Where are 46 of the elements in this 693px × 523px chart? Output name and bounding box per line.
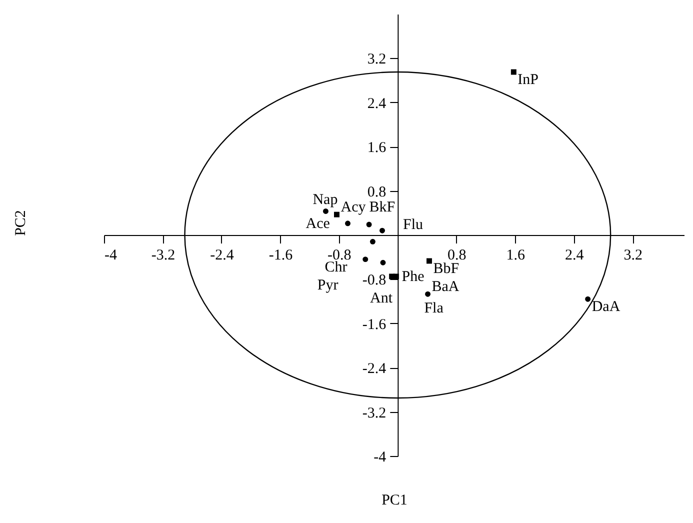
x-tick-label: 1.6	[506, 248, 526, 264]
point	[334, 212, 340, 218]
annotation: BaA	[432, 279, 460, 296]
y-tick-label: 3.2	[367, 52, 386, 68]
point	[380, 260, 386, 266]
point	[426, 258, 432, 264]
point	[345, 220, 350, 226]
y-tick-label: -4	[374, 450, 387, 466]
x-tick-label: 2.4	[565, 248, 584, 264]
x-tick-label: -1.6	[268, 248, 294, 264]
point	[585, 296, 591, 302]
annotation: Phe	[402, 268, 425, 285]
y-tick-label: -2.4	[362, 361, 387, 378]
annotation: Acy	[340, 200, 366, 216]
y-tick-label: -1.6	[362, 316, 387, 333]
point	[362, 256, 368, 262]
x-tick-label: 3.2	[624, 248, 642, 264]
point	[380, 228, 385, 234]
y-tick-label: 2.4	[367, 96, 387, 112]
y-tick-label: 0.8	[367, 184, 386, 200]
y-tick-label: -0.8	[362, 272, 386, 289]
annotation: Fla	[424, 300, 444, 316]
annotation: Ant	[370, 290, 394, 307]
x-tick-label: -4	[104, 248, 118, 264]
x-axis-title: PC1	[382, 492, 408, 508]
x-tick-label: -2.4	[210, 248, 234, 264]
annotation: DaA	[592, 299, 620, 316]
x-tick-label: 0.8	[448, 248, 466, 264]
point	[510, 69, 516, 75]
point	[322, 208, 328, 214]
annotation: InP	[518, 72, 539, 88]
y-tick-label: -3.2	[362, 405, 386, 422]
annotation: Nap	[312, 192, 338, 208]
point	[393, 274, 399, 280]
annotation: BkF	[369, 200, 396, 216]
y-tick-label: 1.6	[367, 140, 387, 156]
annotation: BbF	[433, 260, 460, 277]
point	[425, 291, 431, 297]
annotation: Chr	[324, 260, 348, 276]
annotation: Pyr	[317, 277, 338, 294]
annotation: Ace	[306, 216, 330, 232]
point	[370, 238, 376, 244]
text: PC2	[13, 210, 29, 236]
x-tick-label: -3.2	[151, 248, 176, 264]
point	[366, 222, 372, 228]
annotation: Flu	[403, 217, 424, 234]
